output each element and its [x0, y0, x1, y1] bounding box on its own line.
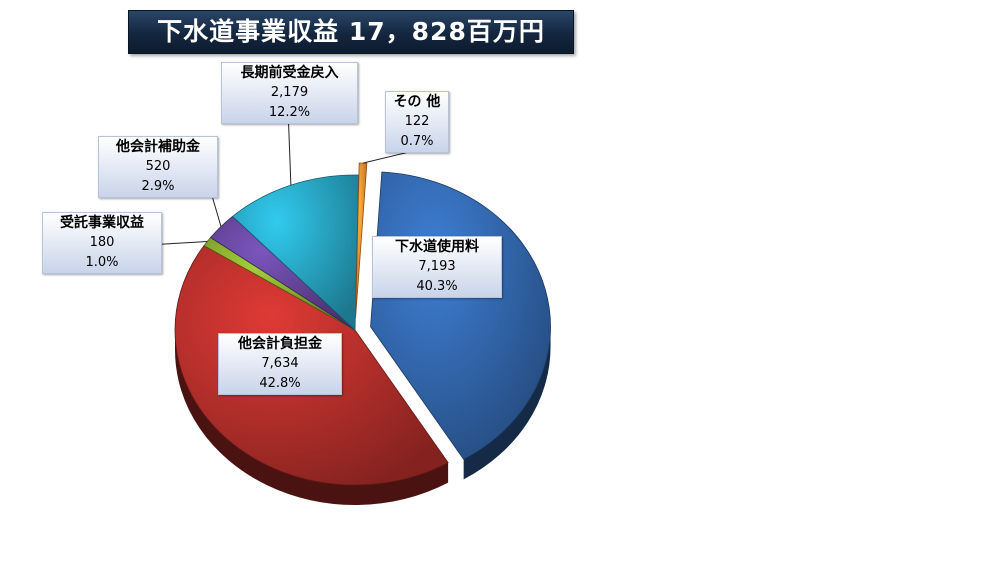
slice-label-value: 122	[404, 114, 430, 129]
slice-label-value: 7,193	[418, 259, 456, 274]
pie-slice-side-0	[463, 326, 551, 480]
slice-label-percent: 12.2%	[268, 105, 311, 120]
chart-title: 下水道事業収益 17，828百万円	[128, 10, 574, 54]
leader-line-4	[288, 121, 292, 186]
slice-label-percent: 40.3%	[416, 279, 458, 294]
slice-label-percent: 1.0%	[85, 255, 119, 270]
slice-label-percent: 42.8%	[259, 376, 301, 391]
slice-label-value: 520	[145, 159, 171, 174]
slice-label-name: 下水道使用料	[395, 239, 479, 255]
slice-label-0: 下水道使用料 7,193 40.3%	[372, 236, 502, 298]
slice-label-percent: 2.9%	[141, 179, 175, 194]
slice-label-name: 受託事業収益	[60, 215, 144, 231]
slice-label-name: 他会計負担金	[238, 336, 322, 352]
pie-slice-side-1	[175, 330, 449, 505]
slice-label-name: 長期前受金戻入	[240, 65, 339, 81]
slice-label-value: 2,179	[270, 85, 309, 100]
slice-label-2: 受託事業収益 180 1.0%	[42, 212, 162, 274]
slice-label-3: 他会計補助金 520 2.9%	[98, 136, 218, 198]
slice-label-name: その 他	[393, 94, 441, 110]
slice-label-percent: 0.7%	[400, 134, 434, 149]
slice-label-1: 他会計負担金 7,634 42.8%	[218, 333, 342, 395]
slice-label-value: 7,634	[261, 356, 299, 371]
slice-label-5: その 他 122 0.7%	[385, 91, 449, 153]
pie-slice-4	[231, 174, 359, 331]
slice-label-name: 他会計補助金	[116, 139, 200, 155]
slice-label-value: 180	[89, 235, 115, 250]
slice-label-4: 長期前受金戻入 2,179 12.2%	[221, 62, 358, 124]
